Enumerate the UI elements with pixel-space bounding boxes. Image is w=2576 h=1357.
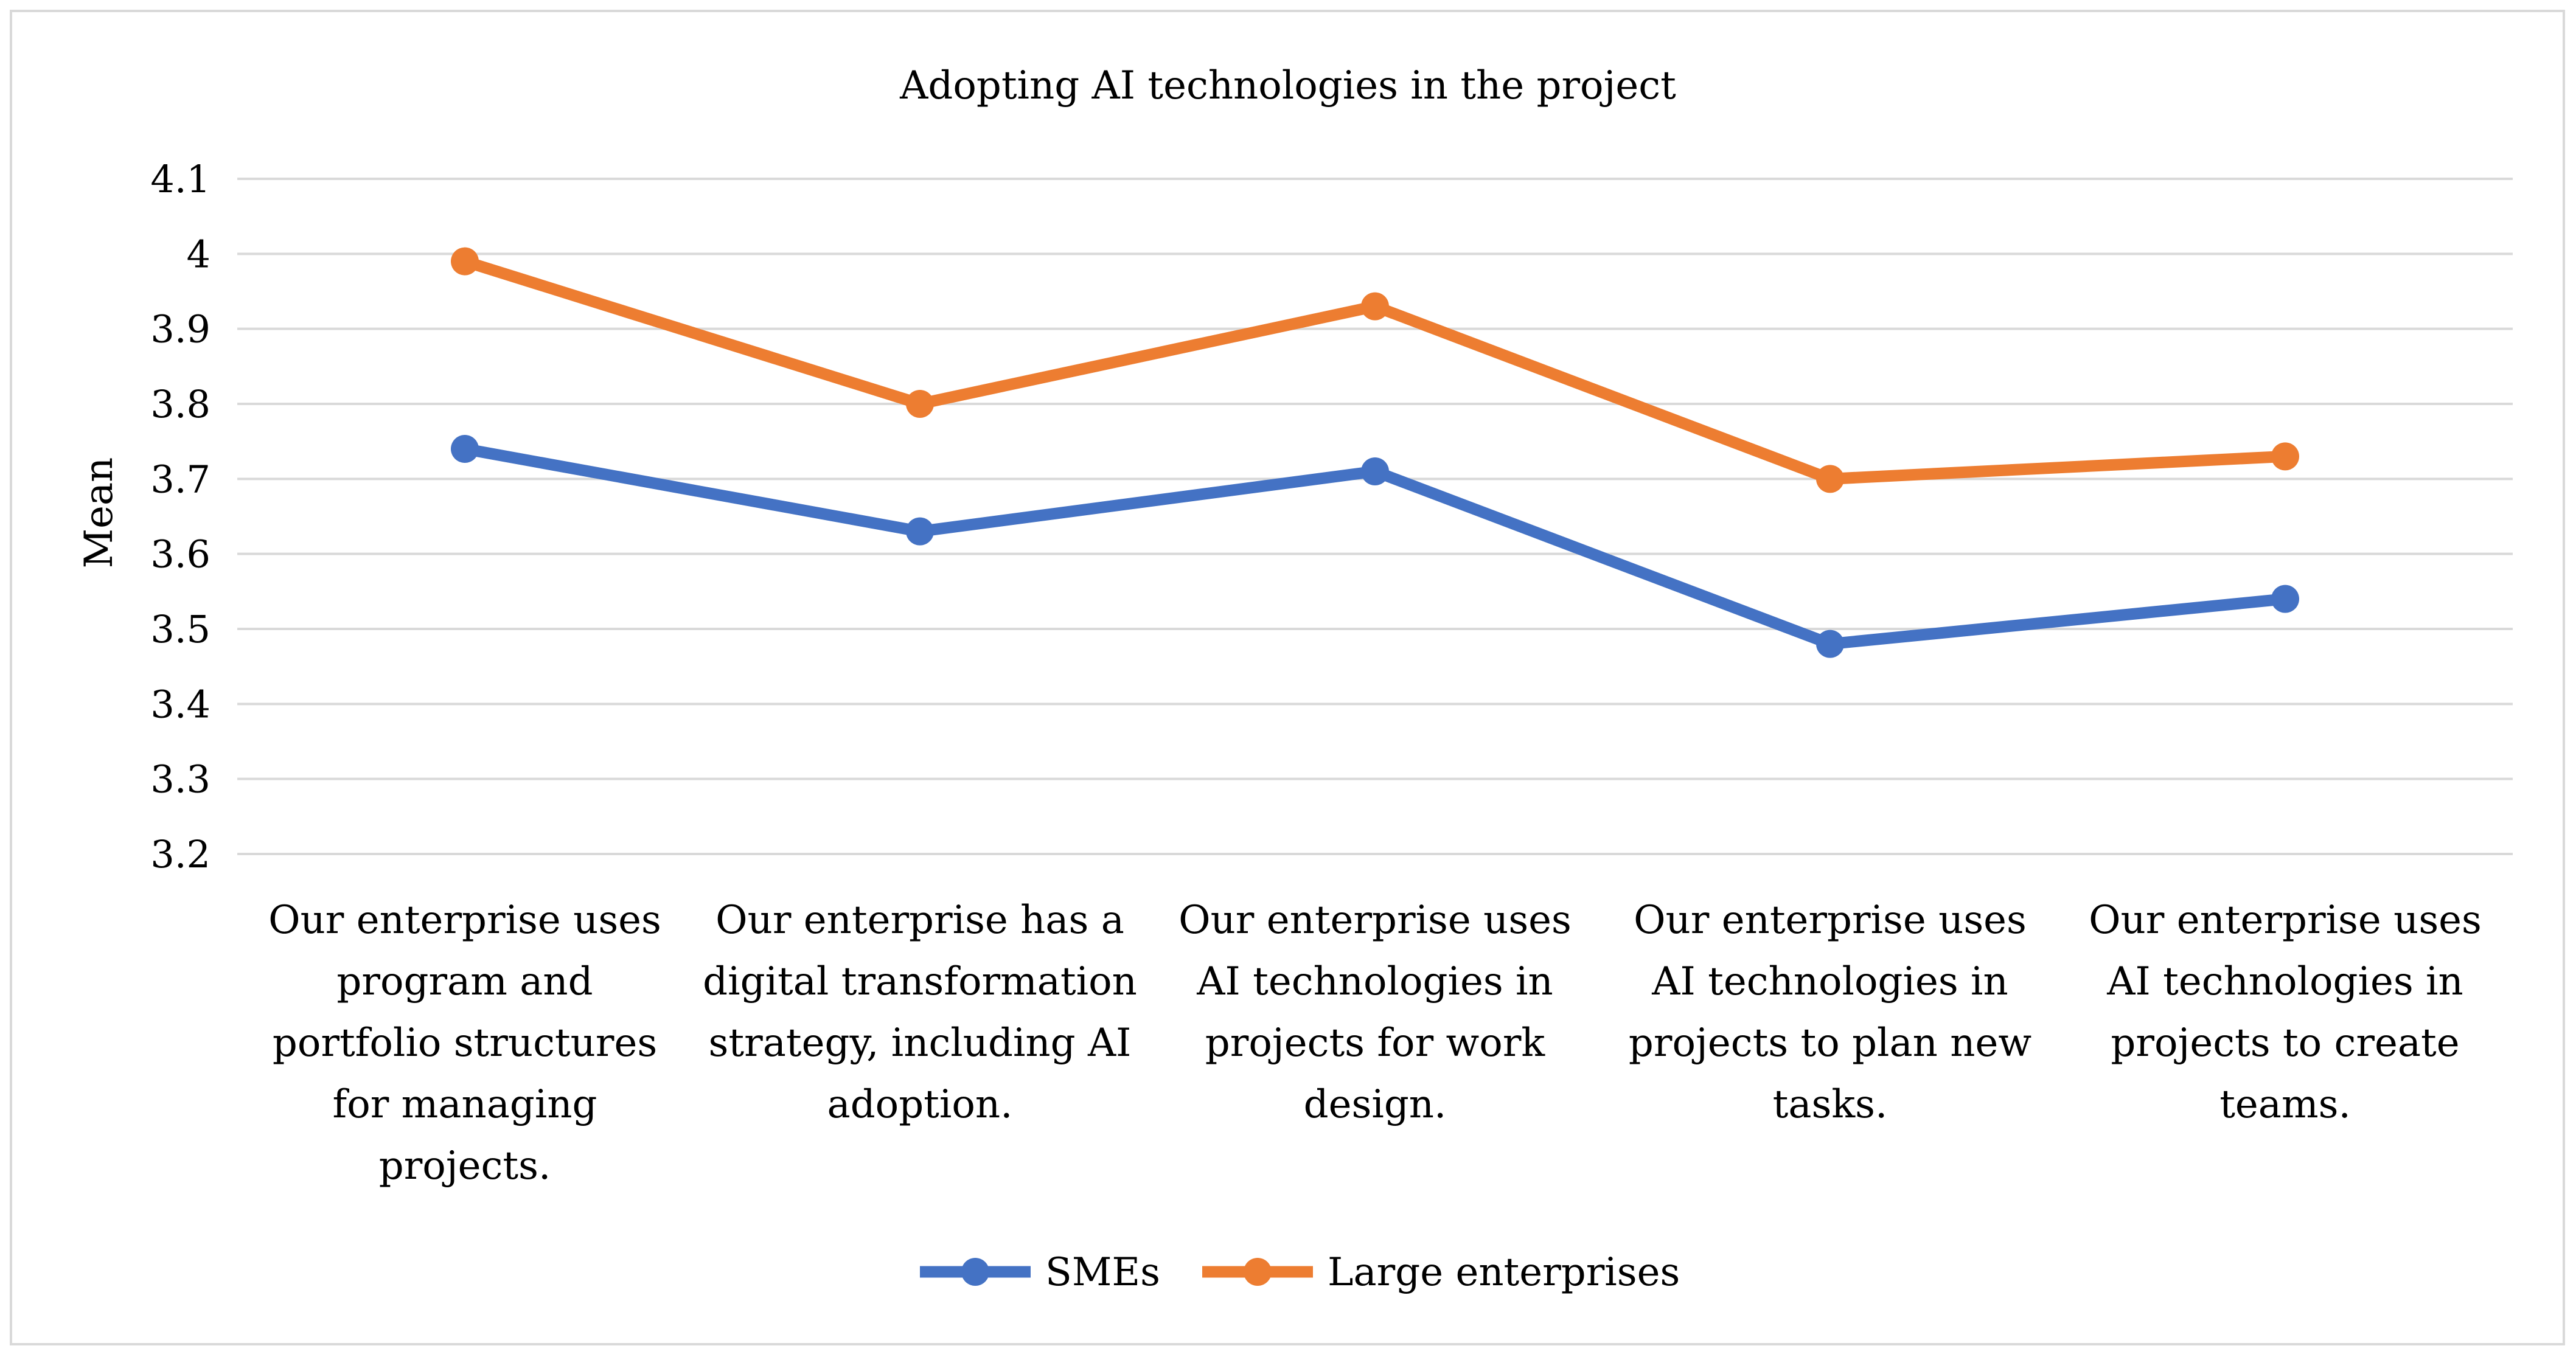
x-tick-label: Our enterprise uses program and portfolio … [268,898,661,1189]
x-tick-label-line: tasks. [1773,1082,1888,1127]
x-tick-label: Our enterprise uses AI technologies in pro… [1629,898,2031,1127]
legend-swatch-marker [961,1258,989,1286]
chart-title: Adopting AI technologies in the project [899,63,1676,108]
x-tick-label-line: Our enterprise uses [1634,898,2027,943]
y-tick-label: 3.3 [150,757,211,802]
x-tick-label-line: projects to create [2111,1021,2459,1066]
x-tick-label: Our enterprise has a digital transformati… [703,898,1137,1127]
y-tick-label: 3.4 [150,682,211,726]
y-tick-label: 3.2 [150,832,211,876]
x-tick-label-line: digital transformation [703,959,1137,1004]
legend-swatch-marker [1244,1258,1272,1286]
x-tick-label-line: Our enterprise uses [268,898,661,943]
y-tick-label: 3.5 [150,607,211,651]
x-tick-label-line: Our enterprise uses [2089,898,2482,943]
x-tick-label-line: projects. [379,1144,551,1189]
x-tick-label-line: projects to plan new [1629,1021,2031,1066]
legend: SMEs Large enterprises [920,1250,1680,1295]
legend-label: Large enterprises [1328,1250,1680,1295]
y-tick-label: 3.6 [150,532,211,577]
data-point [1361,292,1389,321]
y-tick-labels: 3.2 3.3 3.4 3.5 3.6 3.7 3.8 3.9 4 4.1 [150,157,211,876]
x-tick-label: Our enterprise uses AI technologies in pro… [1178,898,1572,1127]
x-tick-label-line: AI technologies in [2106,959,2463,1004]
x-tick-label-line: design. [1304,1082,1447,1127]
data-point [451,435,479,463]
data-point [1816,465,1844,493]
series-points [451,247,2299,658]
data-point [1361,457,1389,485]
data-point [1816,630,1844,658]
data-point [2271,585,2299,613]
data-point [906,390,934,418]
y-tick-label: 3.9 [150,307,211,352]
x-tick-label-line: portfolio structures [273,1021,657,1066]
x-tick-label-line: Our enterprise uses [1178,898,1572,943]
x-tick-label-line: adoption. [827,1082,1013,1127]
legend-label: SMEs [1045,1250,1160,1295]
x-tick-label-line: program and [336,959,593,1004]
gridlines [237,178,2513,855]
x-tick-label-line: for managing [333,1082,597,1127]
data-point [906,517,934,546]
y-tick-label: 3.7 [150,457,211,501]
x-tick-label-line: projects for work [1205,1021,1546,1066]
x-tick-label: Our enterprise uses AI technologies in pro… [2089,898,2482,1127]
y-axis-label: Mean [77,457,122,569]
x-tick-label-line: strategy, including AI [709,1021,1132,1066]
y-tick-label: 3.8 [150,382,211,426]
chart-frame [10,10,2565,1345]
data-point [451,247,479,276]
x-tick-labels: Our enterprise uses program and portfolio … [268,898,2482,1189]
y-tick-label: 4 [187,232,211,276]
x-tick-label-line: teams. [2219,1082,2351,1127]
x-tick-label-line: AI technologies in [1651,959,2008,1004]
x-tick-label-line: Our enterprise has a [715,898,1124,943]
data-point [2271,442,2299,471]
y-tick-label: 4.1 [150,157,211,201]
x-tick-label-line: AI technologies in [1196,959,1553,1004]
